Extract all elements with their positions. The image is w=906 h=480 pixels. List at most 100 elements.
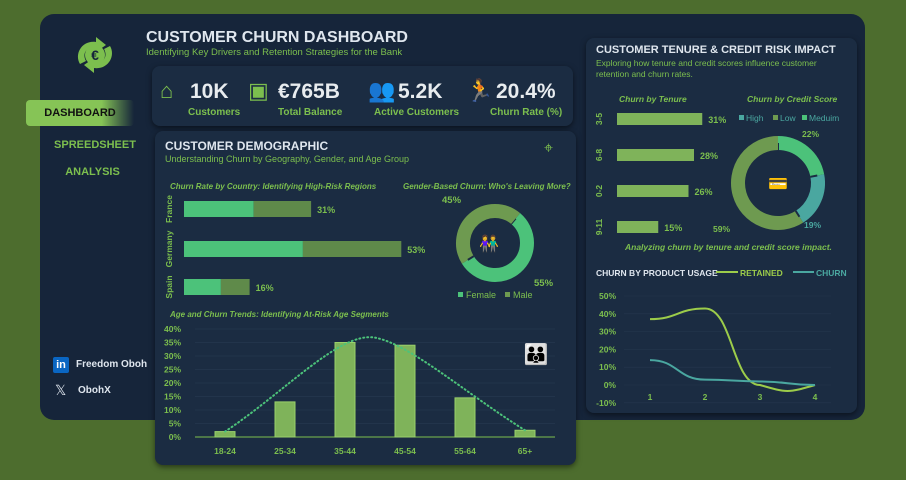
kpi-value: 10K [190, 80, 229, 103]
credit-legend-meduim: Meduim [809, 113, 839, 123]
x-tick-label: 55-64 [454, 446, 476, 456]
customers-house-icon: ⌂ [160, 78, 174, 103]
country-bar-france-segment [253, 201, 312, 217]
legend-retained: RETAINED [740, 268, 783, 278]
legend-swatch-male [505, 292, 510, 297]
kpi-label: Churn Rate (%) [490, 107, 563, 118]
tenure-bar-label: 31% [708, 115, 726, 125]
y-tick-label: 15% [164, 392, 181, 402]
page-title: CUSTOMER CHURN DASHBOARD [146, 29, 408, 46]
country-bar-france [184, 201, 254, 217]
kpi-value: €765B [278, 80, 340, 103]
tenure-bar-label: 15% [664, 223, 682, 233]
credit-caption: Analyzing churn by tenure and credit sco… [625, 242, 832, 252]
slice-divider [810, 174, 818, 178]
tenure-axis-label: 9-11 [594, 218, 604, 235]
users-icon: 👥 [368, 78, 396, 103]
y-tick-label: 35% [164, 338, 181, 348]
credit-card-icon: 💳 [768, 176, 788, 193]
y-tick-label: 40% [164, 324, 181, 334]
y-tick-label: 0% [169, 432, 182, 442]
x-icon[interactable]: 𝕏 [55, 382, 67, 398]
age-bar-65+ [514, 429, 536, 438]
nav-analysis[interactable]: ANALYSIS [65, 166, 120, 178]
y-tick-label: -10% [596, 398, 616, 408]
exit-icon: 🏃 [466, 78, 494, 103]
x-tick-label: 4 [813, 392, 818, 402]
x-tick-label: 18-24 [214, 446, 236, 456]
tenure-bar-0-2 [617, 185, 689, 197]
demographic-card [155, 131, 576, 465]
credit-legend-high: High [746, 113, 764, 123]
linkedin-name[interactable]: Freedom Oboh [76, 359, 148, 370]
tenure-bar-6-8 [617, 149, 694, 161]
age-bar-45-54 [394, 344, 416, 438]
wallet-icon: ▣ [248, 78, 269, 103]
x-tick-label: 35-44 [334, 446, 356, 456]
age-bar-25-34 [274, 401, 296, 438]
kpi-label: Customers [188, 107, 241, 118]
y-tick-label: 50% [599, 291, 616, 301]
y-tick-label: 10% [164, 405, 181, 415]
nav-spreadsheet[interactable]: SPREEDSHEET [54, 139, 136, 151]
credit-label-low: 59% [713, 224, 730, 234]
y-tick-label: 40% [599, 309, 616, 319]
tenure-bar-label: 28% [700, 151, 718, 161]
tenure-axis-label: 0-2 [594, 185, 604, 198]
country-bar-label: 53% [407, 245, 425, 255]
country-axis-label: France [164, 195, 174, 223]
credit-legend-swatch [802, 115, 807, 120]
gender-slice-female [461, 213, 534, 282]
x-tick-label: 25-34 [274, 446, 296, 456]
kpi-value: 5.2K [398, 80, 443, 103]
tenure-bar-3-5 [617, 113, 703, 125]
family-icon: 👪 [524, 342, 549, 366]
svg-text:€: € [91, 47, 99, 63]
line-churn [649, 359, 816, 386]
tenure-subtitle: Exploring how tenure and credit scores i… [596, 58, 817, 79]
country-bar-label: 31% [317, 205, 335, 215]
kpi-label: Total Balance [278, 107, 343, 118]
y-tick-label: 30% [164, 351, 181, 361]
tenure-chart-title: Churn by Tenure [619, 94, 687, 104]
credit-slice-high [795, 174, 825, 223]
slice-divider [794, 210, 801, 218]
credit-legend-swatch [739, 115, 744, 120]
country-axis-label: Germany [164, 230, 174, 267]
tenure-title: CUSTOMER TENURE & CREDIT RISK IMPACT [596, 44, 836, 56]
legend-female: Female [466, 290, 496, 300]
x-tick-label: 65+ [518, 446, 532, 456]
gender-label-male: 45% [442, 195, 462, 206]
country-bar-label: 16% [256, 283, 274, 293]
age-chart-title: Age and Churn Trends: Identifying At-Ris… [170, 310, 389, 319]
x-tick-label: 45-54 [394, 446, 416, 456]
slice-divider [467, 255, 475, 261]
credit-chart-title: Churn by Credit Score [747, 94, 838, 104]
nav-dashboard[interactable]: DASHBOARD [26, 100, 134, 126]
y-tick-label: 20% [599, 344, 616, 354]
credit-label-high: 19% [804, 220, 821, 230]
legend-churn: CHURN [816, 268, 847, 278]
page-subtitle: Identifying Key Drivers and Retention St… [146, 47, 403, 58]
country-bar-spain-segment [220, 279, 250, 295]
gender-slice-male [456, 204, 521, 264]
kpi-value: 20.4% [496, 80, 556, 103]
demographic-title: CUSTOMER DEMOGRAPHIC [165, 139, 329, 153]
credit-slice-low [731, 136, 804, 230]
credit-slice-meduim [777, 136, 825, 178]
age-bar-55-64 [454, 397, 476, 438]
gender-label-female: 55% [534, 278, 554, 289]
linkedin-icon[interactable]: in [53, 357, 69, 373]
tenure-axis-label: 3-5 [594, 113, 604, 126]
x-handle[interactable]: ObohX [78, 385, 111, 396]
y-tick-label: 5% [169, 419, 182, 429]
x-tick-label: 3 [758, 392, 763, 402]
usage-chart-title: CHURN BY PRODUCT USAGE [596, 268, 718, 278]
country-chart-title: Churn Rate by Country: Identifying High-… [170, 182, 377, 191]
tenure-bar-9-11 [617, 221, 659, 233]
kpi-label: Active Customers [374, 107, 460, 118]
map-pin-icon: ⌖ [544, 140, 554, 157]
country-bar-spain [184, 279, 221, 295]
demographic-subtitle: Understanding Churn by Geography, Gender… [165, 154, 409, 164]
y-tick-label: 0% [604, 380, 617, 390]
